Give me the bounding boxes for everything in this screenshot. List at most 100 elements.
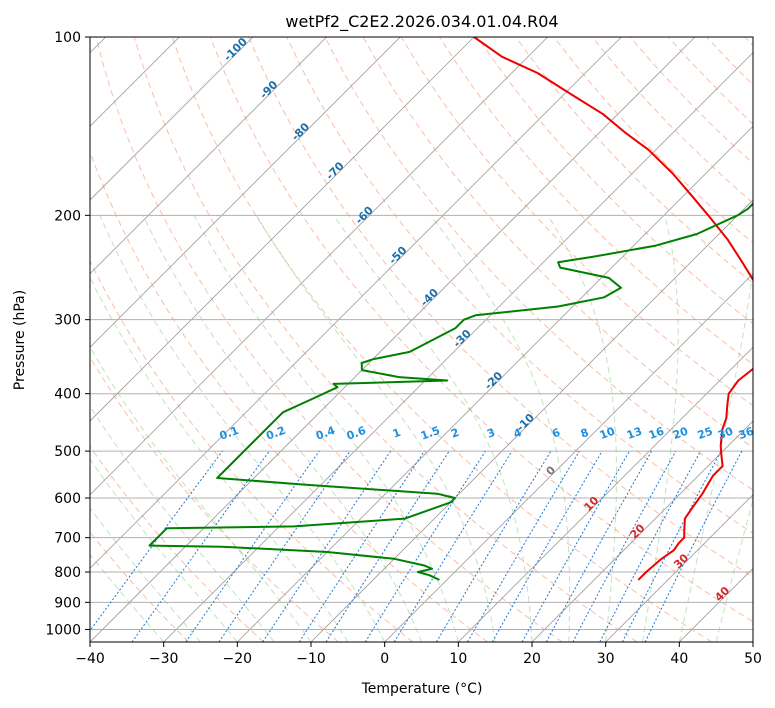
mixing-ratio-label: 4 bbox=[512, 426, 524, 441]
mixing-ratio-line bbox=[599, 450, 701, 642]
y-tick-label: 500 bbox=[54, 444, 81, 460]
isotherm-label: -30 bbox=[451, 327, 474, 350]
isotherm-line bbox=[90, 37, 401, 348]
mixing-ratio-label: 30 bbox=[716, 424, 735, 442]
dry-adiabat-line bbox=[133, 37, 638, 642]
mixing-ratio-label: 0.2 bbox=[264, 424, 287, 443]
plot-frame bbox=[89, 36, 754, 643]
mixing-ratio-line bbox=[572, 450, 677, 642]
dry-adiabat-line bbox=[515, 37, 753, 284]
chart-title: wetPf2_C2E2.2026.034.01.04.R04 bbox=[285, 12, 558, 32]
isotherm-line bbox=[90, 37, 327, 275]
y-axis-label: Pressure (hPa) bbox=[12, 290, 28, 390]
dry-adiabat-line bbox=[90, 150, 488, 642]
moist-adiabat-line bbox=[193, 215, 459, 642]
mixing-ratio-line bbox=[644, 450, 743, 642]
x-tick-label: 40 bbox=[670, 651, 688, 667]
mixing-ratio-line bbox=[435, 450, 552, 642]
y-tick-label: 700 bbox=[54, 531, 81, 547]
isotherm-label: 10 bbox=[581, 494, 601, 514]
x-tick-label: −10 bbox=[296, 651, 326, 667]
mixing-ratio-line bbox=[467, 450, 580, 642]
mixing-ratio-label: 2 bbox=[449, 426, 461, 441]
isotherm-line bbox=[679, 567, 753, 642]
dry-adiabat-line bbox=[210, 37, 753, 623]
y-tick-label: 800 bbox=[54, 565, 81, 581]
mixing-ratio-label: 0.6 bbox=[345, 424, 368, 443]
y-tick-label: 200 bbox=[54, 208, 81, 224]
isotherm-line bbox=[163, 52, 753, 642]
mixing-ratio-line bbox=[621, 450, 722, 642]
isotherm-line bbox=[384, 273, 753, 642]
isotherms bbox=[90, 37, 753, 642]
x-axis-label: Temperature (°C) bbox=[361, 681, 483, 697]
mixing-ratio-line bbox=[521, 450, 630, 642]
isotherm-label: -20 bbox=[482, 369, 505, 392]
dry-adiabat-line bbox=[553, 37, 753, 244]
moist-adiabat-line bbox=[678, 265, 753, 642]
moist-adiabat-line bbox=[430, 215, 571, 642]
mixing-ratio-line bbox=[393, 450, 513, 642]
dry-adiabat-line bbox=[286, 37, 753, 534]
moist-adiabat-line bbox=[333, 215, 533, 642]
dry-adiabat-line bbox=[324, 37, 753, 491]
mixing-ratio-lines bbox=[90, 450, 743, 642]
dry-adiabats bbox=[90, 37, 753, 642]
y-tick-label: 300 bbox=[54, 313, 81, 329]
mixing-ratio-line bbox=[131, 450, 270, 642]
x-tick-label: 0 bbox=[380, 651, 389, 667]
isotherm-label: -70 bbox=[323, 159, 346, 182]
y-tick-label: 1000 bbox=[45, 622, 81, 638]
isotherm-line bbox=[90, 37, 622, 569]
moist-adiabat-line bbox=[99, 215, 386, 642]
mixing-ratio-line bbox=[364, 450, 486, 642]
dry-adiabat-line bbox=[90, 531, 190, 642]
dry-adiabat-line bbox=[90, 445, 264, 642]
isotherm-label: -60 bbox=[353, 204, 376, 227]
x-tick-label: 10 bbox=[449, 651, 467, 667]
mixing-ratio-label: 3 bbox=[485, 426, 497, 441]
moist-adiabat-line bbox=[90, 507, 201, 642]
x-tick-label: 20 bbox=[523, 651, 541, 667]
mixing-ratio-label: 36 bbox=[737, 424, 756, 442]
moist-adiabat-line bbox=[255, 215, 496, 642]
isotherm-line bbox=[458, 346, 753, 642]
mixing-ratio-line bbox=[185, 450, 320, 642]
moist-adiabat-line bbox=[142, 215, 422, 642]
dry-adiabat-line bbox=[90, 356, 339, 642]
mixing-ratio-label: 1 bbox=[391, 426, 403, 441]
isotherm-line bbox=[605, 494, 753, 642]
y-tick-label: 400 bbox=[54, 387, 81, 403]
dry-adiabat-line bbox=[744, 37, 753, 47]
mixing-ratio-label: 0.1 bbox=[218, 424, 241, 443]
isotherm-line bbox=[531, 420, 753, 642]
x-axis-ticks: −40 −30 −20 −10 0 10 20 30 40 50 bbox=[75, 642, 762, 667]
moist-adiabat-line bbox=[90, 405, 275, 642]
moist-adiabat-line bbox=[90, 458, 238, 642]
isotherm-label: 20 bbox=[628, 521, 648, 541]
mixing-ratio-line bbox=[298, 450, 425, 642]
dry-adiabat-line bbox=[90, 259, 414, 642]
mixing-ratio-label: 6 bbox=[550, 426, 562, 441]
mixing-ratio-label: 16 bbox=[647, 424, 666, 442]
isotherm-line bbox=[90, 37, 696, 642]
isotherm-label: -50 bbox=[386, 244, 409, 267]
y-tick-label: 900 bbox=[54, 595, 81, 611]
mixing-ratio-line bbox=[491, 450, 603, 642]
moist-adiabat-line bbox=[90, 345, 312, 642]
x-tick-label: −20 bbox=[223, 651, 253, 667]
isotherm-label: -100 bbox=[221, 35, 250, 64]
x-tick-label: −40 bbox=[75, 651, 105, 667]
moist-adiabat-line bbox=[547, 215, 617, 642]
isotherm-line bbox=[90, 37, 475, 422]
dry-adiabat-line bbox=[171, 37, 712, 642]
dry-adiabat-line bbox=[248, 37, 753, 578]
mixing-ratio-label: 8 bbox=[579, 426, 591, 441]
isotherm-label: 40 bbox=[712, 584, 732, 604]
temperature-profile-line bbox=[473, 37, 753, 581]
moist-adiabat-line bbox=[642, 215, 679, 642]
y-tick-label: 600 bbox=[54, 491, 81, 507]
mixing-ratio-line bbox=[218, 450, 351, 642]
moist-adiabat-line bbox=[90, 553, 165, 642]
sounding-profiles bbox=[148, 37, 753, 581]
